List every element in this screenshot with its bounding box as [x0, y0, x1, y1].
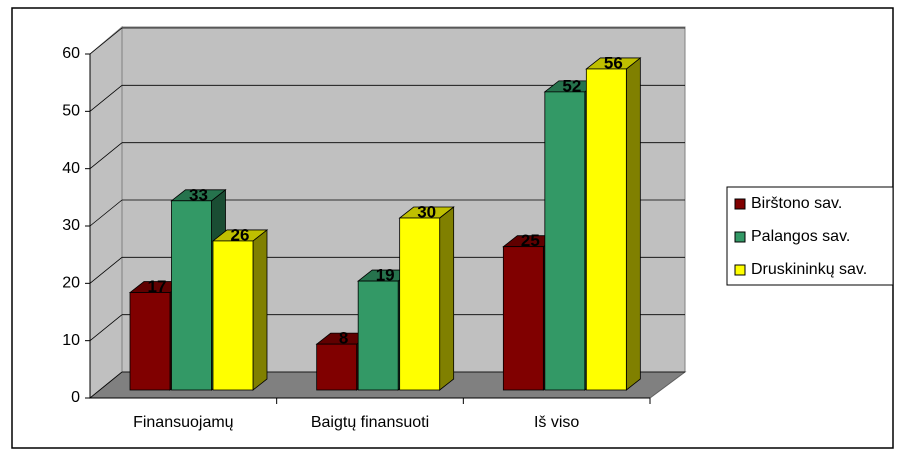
y-tick-label: 40: [62, 160, 80, 177]
bar-front: [399, 217, 441, 391]
y-tick-label: 20: [62, 275, 80, 292]
data-label: 19: [376, 266, 395, 285]
bar-front: [502, 246, 544, 391]
bar-front: [316, 343, 358, 391]
legend-label: Druskininkų sav.: [751, 261, 867, 278]
grid-line: [89, 27, 123, 55]
legend-swatch: [734, 264, 746, 276]
data-label: 25: [521, 231, 540, 250]
legend-swatch: [734, 198, 746, 210]
bar: [585, 57, 642, 391]
y-tick-label: 50: [62, 103, 80, 120]
y-tick-label: 30: [62, 217, 80, 234]
legend: [726, 186, 894, 286]
bar: [211, 229, 269, 391]
y-tick-label: 60: [62, 45, 80, 62]
data-label: 8: [339, 329, 348, 348]
data-label: 56: [604, 53, 623, 72]
bar-front: [212, 240, 254, 391]
bar-front: [129, 292, 171, 391]
grid-line: [89, 371, 123, 399]
data-label: 33: [189, 185, 208, 204]
x-tick-label: Iš viso: [534, 414, 579, 431]
bar: [398, 206, 455, 391]
data-label: 26: [231, 225, 250, 244]
y-tick-label: 0: [71, 389, 80, 406]
grid-line: [89, 314, 123, 341]
bar-side: [625, 57, 641, 391]
bar-front: [585, 68, 627, 391]
x-tick-label: Baigtų finansuoti: [311, 414, 429, 431]
data-label: 30: [417, 202, 436, 221]
grid-line: [89, 142, 123, 169]
bars: [128, 57, 642, 391]
grid-line: [89, 85, 123, 112]
bar-front: [544, 91, 586, 391]
grid-line: [89, 257, 123, 284]
bar-side: [252, 229, 268, 391]
legend-label: Palangos sav.: [751, 228, 850, 245]
x-tick-label: Finansuojamų: [133, 414, 234, 431]
legend-swatch: [734, 231, 746, 243]
bar-front: [171, 200, 212, 391]
bar-side: [439, 206, 455, 391]
data-label: 52: [562, 76, 581, 95]
grid-line: [89, 199, 123, 227]
data-label: 17: [148, 277, 167, 296]
y-tick-label: 10: [62, 332, 80, 349]
bar-front: [357, 280, 399, 391]
legend-label: Birštono sav.: [751, 195, 842, 212]
